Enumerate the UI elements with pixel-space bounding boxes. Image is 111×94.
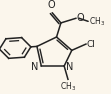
- Text: O: O: [77, 13, 84, 23]
- Text: Cl: Cl: [86, 40, 95, 49]
- Text: O: O: [47, 0, 55, 10]
- Text: N: N: [66, 62, 74, 72]
- Text: CH$_3$: CH$_3$: [89, 15, 105, 28]
- Text: N: N: [31, 62, 38, 72]
- Text: CH$_3$: CH$_3$: [60, 80, 76, 93]
